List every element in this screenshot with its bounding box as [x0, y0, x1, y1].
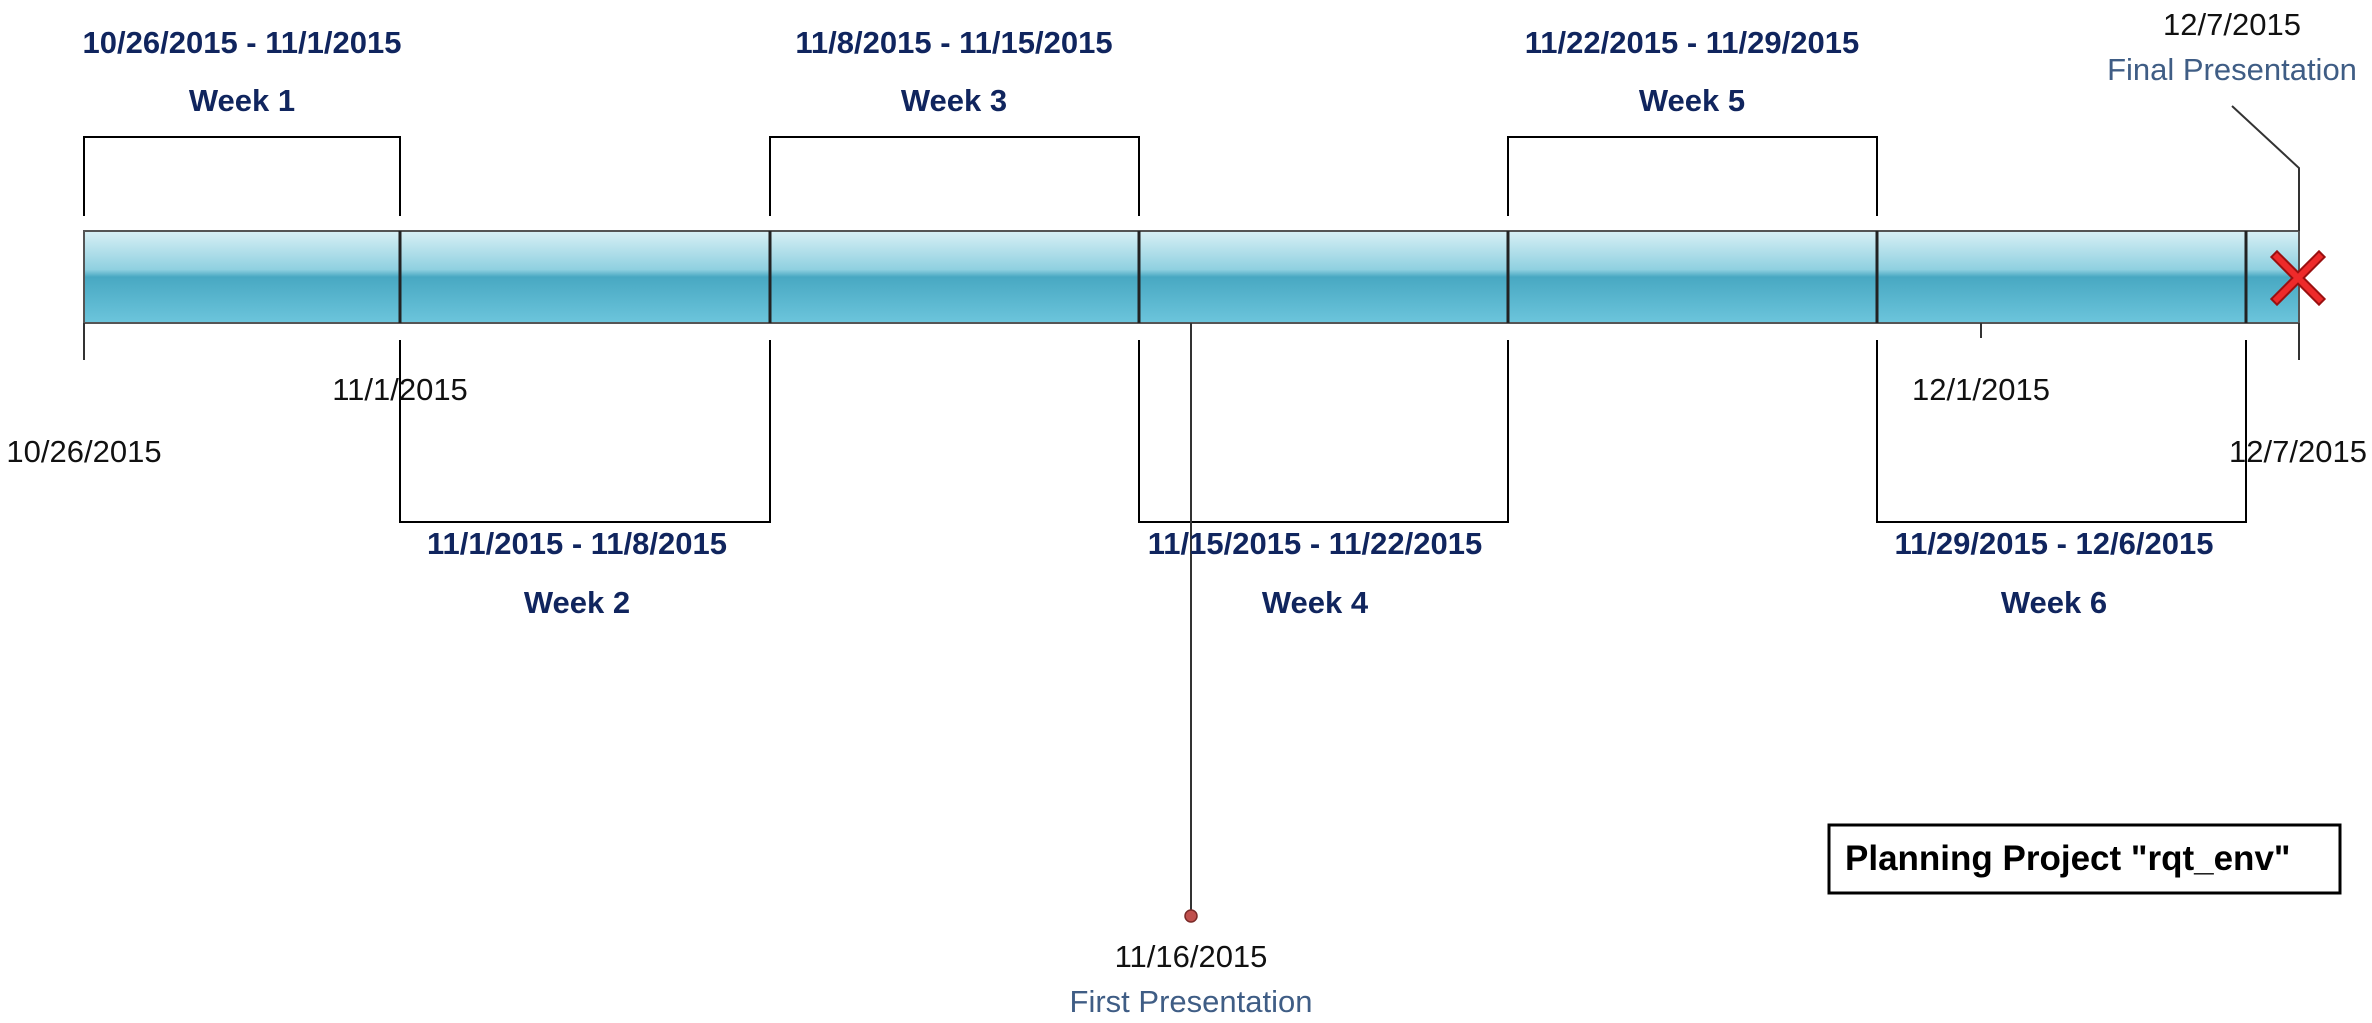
- week-1-name: Week 1: [189, 83, 295, 118]
- week-6-range: 11/29/2015 - 12/6/2015: [1895, 526, 2214, 561]
- project-title-box: [1827, 823, 2342, 895]
- final-presentation-connector: [2231, 105, 2300, 231]
- week-brackets-bottom: [399, 340, 2247, 523]
- final-presentation-date: 12/7/2015: [2163, 7, 2301, 42]
- week-3-range: 11/8/2015 - 11/15/2015: [795, 25, 1112, 60]
- week-2-name: Week 2: [524, 585, 630, 620]
- week-4-bracket: [1138, 340, 1509, 523]
- week-6-name: Week 6: [2001, 585, 2107, 620]
- final-presentation-label: Final Presentation: [2107, 52, 2357, 87]
- week-4-range: 11/15/2015 - 11/22/2015: [1148, 526, 1482, 561]
- project-title: Planning Project "rqt_env": [1845, 839, 2291, 878]
- first-presentation-date: 11/16/2015: [1115, 939, 1268, 974]
- axis-label-nov1: 11/1/2015: [332, 372, 468, 407]
- circle-marker-icon: [1184, 909, 1198, 923]
- axis-label-end: 12/7/2015: [2229, 434, 2367, 469]
- week-1-range: 10/26/2015 - 11/1/2015: [83, 25, 402, 60]
- week-5-name: Week 5: [1639, 83, 1745, 118]
- first-presentation-label: First Presentation: [1070, 984, 1313, 1019]
- week-2-range: 11/1/2015 - 11/8/2015: [427, 526, 727, 561]
- week-3-name: Week 3: [901, 83, 1007, 118]
- week-brackets-top: [83, 136, 1878, 216]
- axis-ticks: [83, 323, 2300, 360]
- week-3-bracket: [769, 136, 1140, 216]
- week-6-bracket: [1876, 340, 2247, 523]
- x-marker-icon: [2269, 249, 2327, 307]
- timeline-bar: [83, 230, 2300, 324]
- axis-label-dec1: 12/1/2015: [1912, 372, 2050, 407]
- week-1-bracket: [83, 136, 401, 216]
- week-4-name: Week 4: [1262, 585, 1369, 620]
- axis-label-start: 10/26/2015: [6, 434, 161, 469]
- week-5-bracket: [1507, 136, 1878, 216]
- week-5-range: 11/22/2015 - 11/29/2015: [1525, 25, 1859, 60]
- bar-dividers: [398, 231, 2248, 323]
- week-2-bracket: [399, 340, 771, 523]
